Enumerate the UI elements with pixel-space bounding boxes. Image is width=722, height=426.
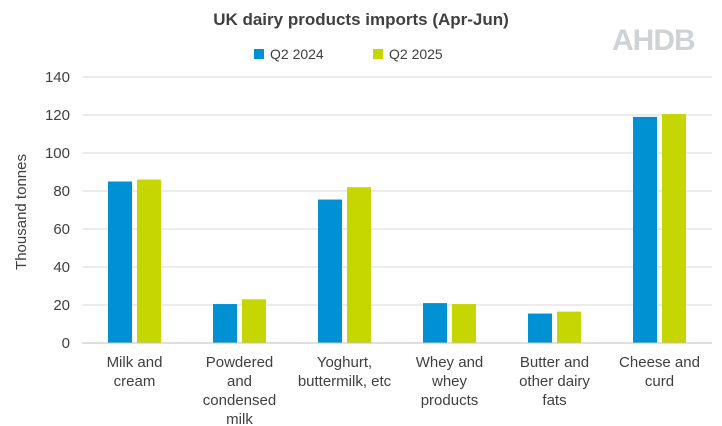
bar-q2-2024-cheese-and-curd bbox=[633, 116, 657, 344]
bar-q2-2024-butter-and-other-dairy-fats bbox=[528, 313, 552, 343]
y-tick-label-20: 20 bbox=[53, 297, 70, 314]
bar-q2-2025-cheese-and-curd bbox=[662, 114, 686, 343]
bar-q2-2025-powdered-and-condensed-milk bbox=[242, 299, 266, 343]
gridlines bbox=[82, 76, 712, 306]
bar-q2-2024-yoghurt-buttermilk-etc bbox=[318, 199, 342, 343]
x-category-label-whey-and-whey-products: Whey and whey products bbox=[416, 354, 484, 409]
bar-q2-2024-milk-and-cream bbox=[108, 181, 132, 343]
y-tick-label-40: 40 bbox=[53, 259, 70, 276]
y-tick-label-120: 120 bbox=[45, 107, 70, 124]
bar-q2-2025-milk-and-cream bbox=[137, 179, 161, 343]
bar-q2-2025-yoghurt-buttermilk-etc bbox=[347, 187, 371, 343]
x-category-label-powdered-and-condensed-milk: Powdered and condensed milk bbox=[203, 354, 276, 426]
ahdb-logo: AHDB bbox=[612, 24, 695, 57]
y-tick-label-100: 100 bbox=[45, 145, 70, 162]
legend-swatch-q2-2025 bbox=[373, 49, 383, 59]
y-tick-label-140: 140 bbox=[45, 69, 70, 86]
legend-label-q2-2025: Q2 2025 bbox=[389, 46, 443, 62]
bar-q2-2024-whey-and-whey-products bbox=[423, 303, 447, 343]
x-category-label-yoghurt-buttermilk-etc: Yoghurt, buttermilk, etc bbox=[298, 354, 392, 390]
x-category-label-butter-and-other-dairy-fats: Butter and other dairy fats bbox=[519, 354, 590, 409]
bars bbox=[108, 114, 686, 344]
y-tick-label-0: 0 bbox=[62, 335, 70, 352]
legend-swatch-q2-2024 bbox=[254, 49, 264, 59]
legend-label-q2-2024: Q2 2024 bbox=[270, 46, 324, 62]
y-tick-label-80: 80 bbox=[53, 183, 70, 200]
category-labels: Milk and cream Powdered and condensed milk Yog… bbox=[107, 354, 700, 426]
bar-q2-2025-whey-and-whey-products bbox=[452, 304, 476, 343]
legend: Q2 2024 Q2 2025 bbox=[254, 46, 443, 62]
bar-q2-2025-butter-and-other-dairy-fats bbox=[557, 311, 581, 343]
y-axis-label: Thousand tonnes bbox=[13, 154, 30, 270]
x-category-label-milk-and-cream: Milk and cream bbox=[107, 354, 163, 390]
bar-q2-2024-powdered-and-condensed-milk bbox=[213, 304, 237, 343]
y-tick-label-60: 60 bbox=[53, 221, 70, 238]
x-category-label-cheese-and-curd: Cheese and curd bbox=[619, 354, 700, 390]
chart-title: UK dairy products imports (Apr-Jun) bbox=[213, 10, 509, 29]
y-axis-ticks: 0 20 40 60 80 100 120 140 bbox=[45, 69, 70, 352]
